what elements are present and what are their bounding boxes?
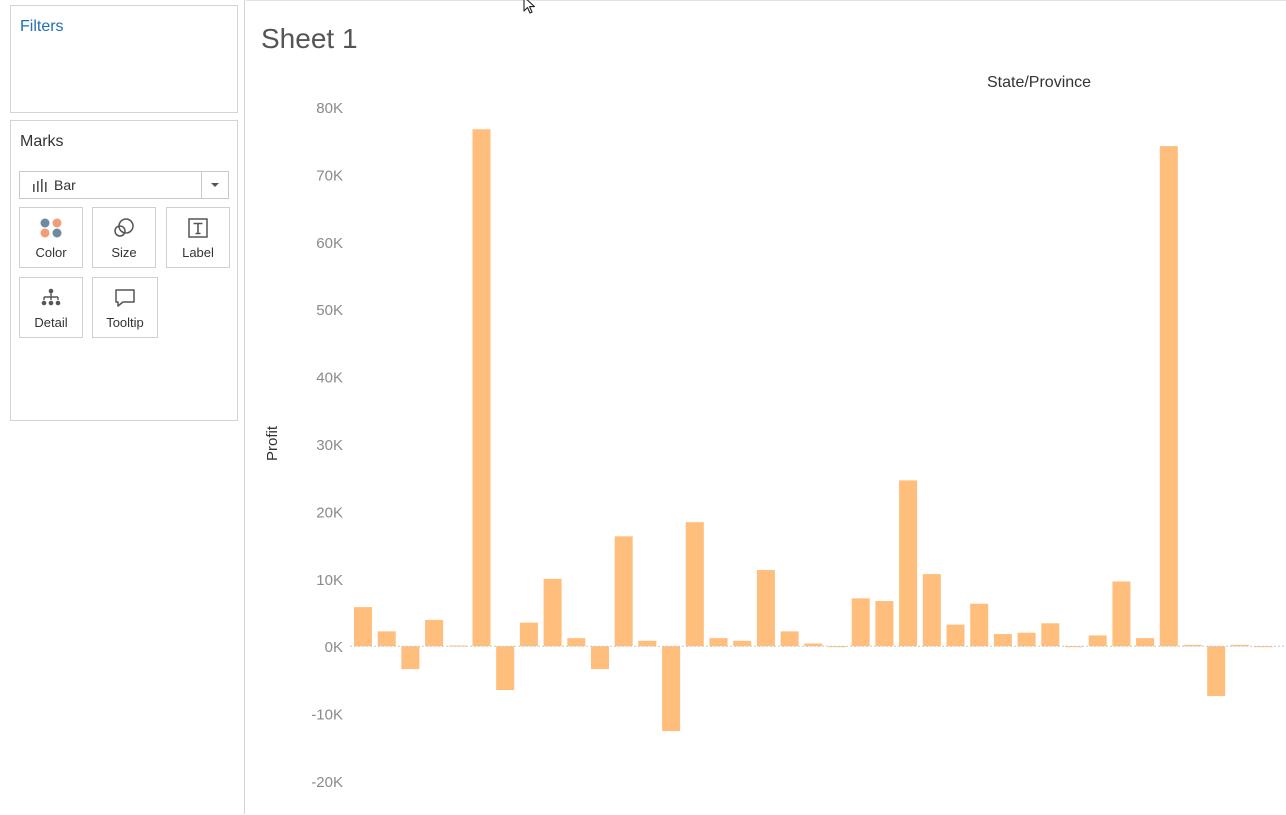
- marks-card: Marks Bar: [10, 120, 238, 421]
- bar-mark[interactable]: [970, 603, 989, 647]
- bar-mark[interactable]: [472, 129, 491, 647]
- y-tick-label: -20K: [311, 774, 343, 791]
- y-tick-label: 40K: [316, 370, 343, 387]
- y-tick-label: 10K: [316, 572, 343, 589]
- y-tick-label: 50K: [316, 302, 343, 319]
- bar-mark[interactable]: [1159, 146, 1178, 647]
- marks-title: Marks: [20, 133, 64, 150]
- filters-shelf[interactable]: Filters: [10, 5, 238, 113]
- y-tick-label: 20K: [316, 504, 343, 521]
- bar-mark[interactable]: [946, 624, 965, 647]
- bar-mark[interactable]: [922, 574, 941, 647]
- y-tick-label: 60K: [316, 235, 343, 252]
- color-dots-icon: [39, 217, 63, 239]
- bar-mark[interactable]: [401, 646, 420, 670]
- bar-mark[interactable]: [1041, 623, 1060, 647]
- bar-mark[interactable]: [448, 645, 467, 647]
- chevron-down-icon[interactable]: [201, 172, 228, 198]
- bar-mark[interactable]: [733, 640, 752, 647]
- bar-mark[interactable]: [591, 646, 609, 670]
- bar-mark[interactable]: [851, 598, 870, 647]
- bar-mark[interactable]: [756, 570, 775, 647]
- sheet-title[interactable]: Sheet 1: [261, 23, 358, 54]
- color-card-button[interactable]: Color: [19, 207, 83, 268]
- bar-mark[interactable]: [875, 601, 894, 647]
- label-card-button[interactable]: Label: [166, 207, 230, 268]
- bar-mark[interactable]: [993, 634, 1012, 647]
- y-axis-label[interactable]: Profit: [264, 425, 281, 461]
- worksheet-view: 80K 70K 60K 50K 40K 30K 20K 10K 0K -10K -20K Sheet…: [246, 0, 1286, 814]
- mark-type-dropdown[interactable]: Bar: [19, 171, 229, 199]
- bar-mark[interactable]: [377, 631, 396, 647]
- bar-mark[interactable]: [828, 646, 846, 648]
- bar-mark[interactable]: [1088, 635, 1107, 647]
- mouse-cursor-icon: [523, 0, 536, 14]
- detail-hierarchy-icon: [40, 287, 62, 309]
- text-label-icon: [187, 217, 209, 239]
- bar-mark[interactable]: [354, 607, 372, 647]
- size-card-button[interactable]: Size: [92, 207, 156, 268]
- y-tick-label: 30K: [316, 437, 343, 454]
- detail-card-button[interactable]: Detail: [19, 277, 83, 338]
- size-circles-icon: [112, 217, 136, 239]
- bar-mark[interactable]: [1230, 644, 1249, 647]
- bar-mark[interactable]: [543, 578, 562, 647]
- tooltip-card-label: Tooltip: [106, 315, 144, 330]
- bar-mark[interactable]: [519, 622, 538, 647]
- y-tick-label: 70K: [316, 167, 343, 184]
- bar-mark[interactable]: [685, 522, 704, 647]
- bar-mark[interactable]: [1017, 632, 1036, 647]
- y-tick-label: -10K: [311, 707, 343, 724]
- bar-mark[interactable]: [1112, 581, 1131, 647]
- tooltip-bubble-icon: [113, 287, 137, 309]
- y-tick-label: 80K: [316, 100, 343, 117]
- mark-type-value: Bar: [54, 177, 76, 193]
- bar-mark[interactable]: [1183, 644, 1202, 647]
- detail-card-label: Detail: [34, 315, 68, 330]
- y-tick-label: 0K: [325, 639, 343, 656]
- left-pane: Filters Marks Bar: [0, 0, 245, 814]
- bar-mark[interactable]: [496, 646, 515, 691]
- bar-mark[interactable]: [425, 619, 444, 647]
- bar-mark[interactable]: [899, 480, 918, 647]
- bar-mark[interactable]: [567, 638, 586, 647]
- bar-mark[interactable]: [780, 631, 799, 647]
- label-card-label: Label: [182, 245, 214, 260]
- bar-mark[interactable]: [1136, 638, 1155, 647]
- bar-mark[interactable]: [709, 638, 728, 647]
- filters-title: Filters: [20, 18, 64, 35]
- bar-mark[interactable]: [614, 536, 633, 647]
- column-header[interactable]: State/Province: [987, 74, 1092, 91]
- bar-mark[interactable]: [804, 643, 823, 647]
- size-card-label: Size: [111, 245, 137, 260]
- bar-mark[interactable]: [662, 646, 681, 732]
- bar-chart: 80K 70K 60K 50K 40K 30K 20K 10K 0K -10K -20K: [311, 100, 1286, 791]
- bar-mark[interactable]: [638, 640, 657, 647]
- bar-mark[interactable]: [1207, 646, 1226, 697]
- bar-chart-icon: [32, 178, 48, 192]
- color-card-label: Color: [35, 245, 67, 260]
- tooltip-card-button[interactable]: Tooltip: [92, 277, 158, 338]
